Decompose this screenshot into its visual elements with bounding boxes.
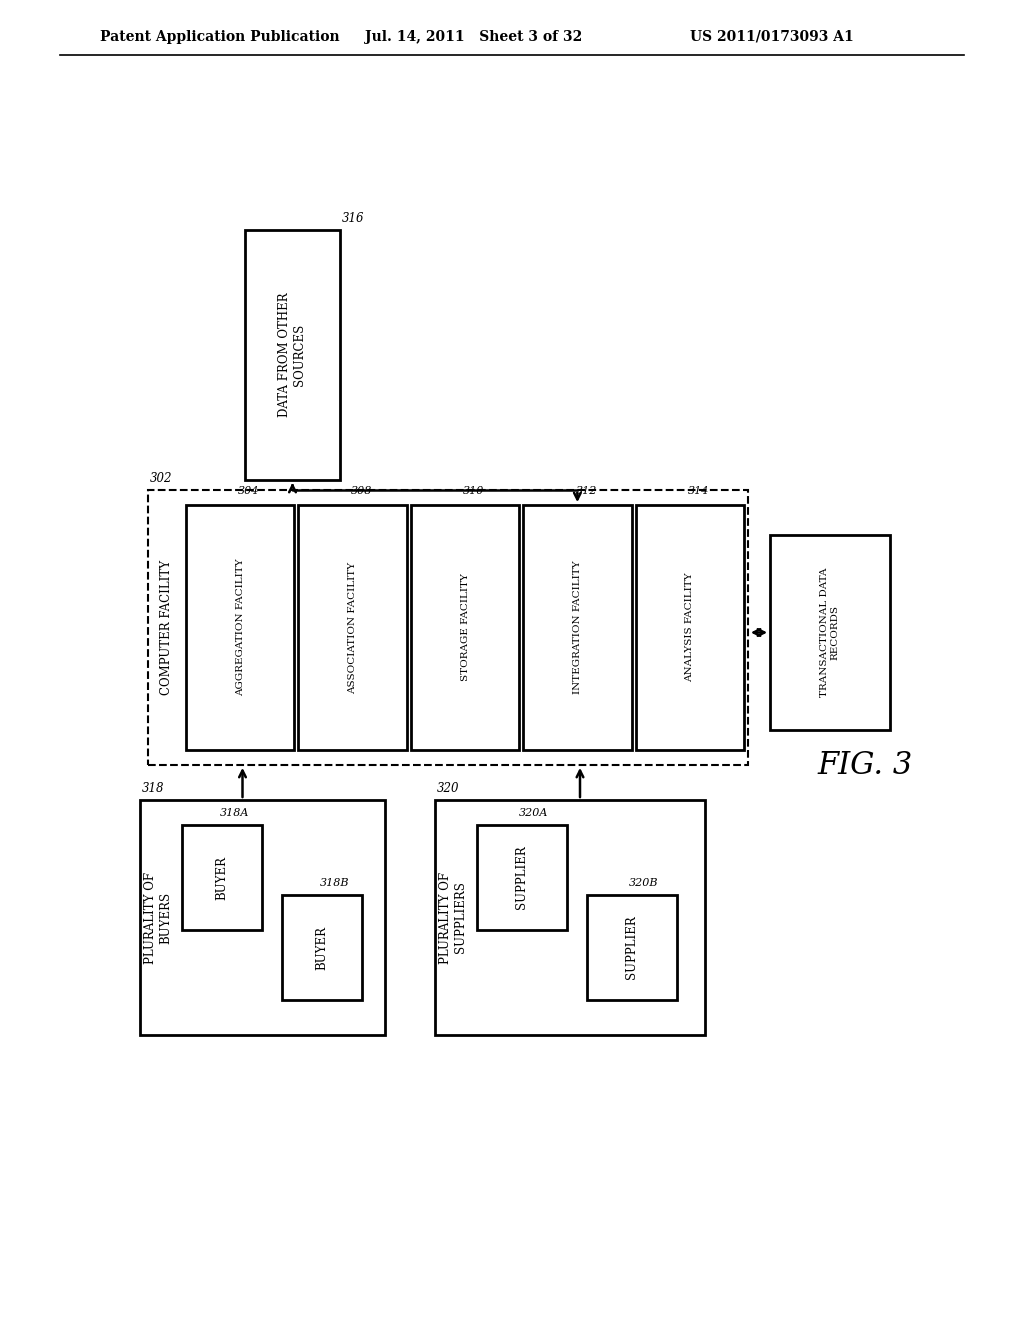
Text: STORAGE FACILITY: STORAGE FACILITY xyxy=(461,574,469,681)
Text: ASSOCIATION FACILITY: ASSOCIATION FACILITY xyxy=(348,561,357,693)
Text: 320A: 320A xyxy=(519,808,549,818)
Text: SUPPLIER: SUPPLIER xyxy=(515,846,528,909)
Bar xyxy=(411,506,519,750)
Bar xyxy=(140,800,385,1035)
Text: 318B: 318B xyxy=(319,878,349,888)
Text: 304: 304 xyxy=(239,486,259,496)
Text: US 2011/0173093 A1: US 2011/0173093 A1 xyxy=(690,30,854,44)
Text: Patent Application Publication: Patent Application Publication xyxy=(100,30,340,44)
Text: 310: 310 xyxy=(463,486,484,496)
Text: 302: 302 xyxy=(150,471,172,484)
Bar xyxy=(186,506,295,750)
Bar xyxy=(770,535,890,730)
Bar xyxy=(523,506,632,750)
Text: FIG. 3: FIG. 3 xyxy=(817,750,912,781)
Text: PLURALITY OF
SUPPLIERS: PLURALITY OF SUPPLIERS xyxy=(439,871,467,964)
Text: 314: 314 xyxy=(688,486,710,496)
Bar xyxy=(477,825,567,931)
Bar xyxy=(636,506,744,750)
Bar xyxy=(282,895,362,1001)
Bar xyxy=(435,800,705,1035)
Bar xyxy=(298,506,407,750)
Text: 318: 318 xyxy=(142,781,165,795)
Text: 320B: 320B xyxy=(629,878,658,888)
Bar xyxy=(148,490,748,766)
Text: 320: 320 xyxy=(437,781,460,795)
Text: PLURALITY OF
BUYERS: PLURALITY OF BUYERS xyxy=(144,871,172,964)
Text: TRANSACTIONAL DATA
RECORDS: TRANSACTIONAL DATA RECORDS xyxy=(820,568,840,697)
Text: 318A: 318A xyxy=(220,808,250,818)
Text: AGGREGATION FACILITY: AGGREGATION FACILITY xyxy=(236,558,245,697)
Text: SUPPLIER: SUPPLIER xyxy=(626,916,639,979)
Text: BUYER: BUYER xyxy=(315,925,329,969)
Text: 308: 308 xyxy=(350,486,372,496)
Bar xyxy=(182,825,262,931)
Text: INTEGRATION FACILITY: INTEGRATION FACILITY xyxy=(572,561,582,694)
Text: COMPUTER FACILITY: COMPUTER FACILITY xyxy=(160,560,172,696)
Text: ANALYSIS FACILITY: ANALYSIS FACILITY xyxy=(685,573,694,682)
Text: 312: 312 xyxy=(575,486,597,496)
Bar xyxy=(587,895,677,1001)
Text: 316: 316 xyxy=(342,211,365,224)
Text: Jul. 14, 2011   Sheet 3 of 32: Jul. 14, 2011 Sheet 3 of 32 xyxy=(365,30,583,44)
Bar xyxy=(245,230,340,480)
Text: BUYER: BUYER xyxy=(215,855,228,899)
Text: DATA FROM OTHER
SOURCES: DATA FROM OTHER SOURCES xyxy=(279,293,306,417)
